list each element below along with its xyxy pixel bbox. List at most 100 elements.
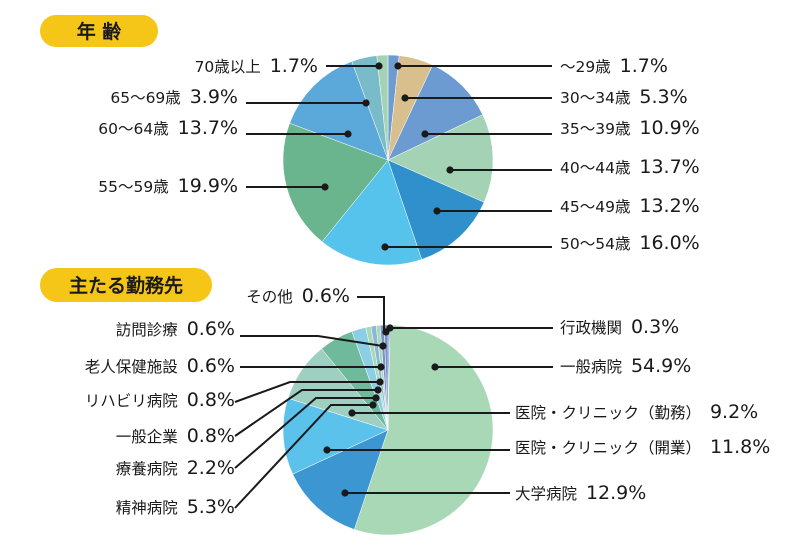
age-label-name-6: 55〜59歳 [98, 178, 173, 196]
work-leader-5 [234, 404, 373, 509]
work-label-5: 精神病院 5.3% [116, 496, 235, 518]
age-label-name-3: 40〜44歳 [560, 159, 635, 177]
work-label-name-5: 精神病院 [116, 498, 183, 517]
work-label-7: 一般企業 0.8% [116, 425, 235, 447]
age-slice-5 [321, 159, 423, 266]
age-chart-title: 年 齢 [77, 20, 123, 43]
work-label-6: 療養病院 2.2% [116, 457, 235, 479]
age-label-9: 70歳以上 1.7% [195, 55, 318, 77]
age-label-0: 〜29歳 1.7% [560, 55, 668, 77]
age-label-8: 65〜69歳 3.9% [110, 86, 238, 108]
age-leader-dot-7 [344, 130, 352, 138]
work-label-name-6: 療養病院 [116, 459, 183, 478]
age-slice-9 [376, 54, 389, 161]
age-label-value-6: 19.9% [178, 175, 238, 197]
work-label-value-6: 2.2% [187, 457, 235, 479]
work-label-1: 一般病院 54.9% [560, 355, 691, 377]
age-leader-dot-3 [446, 166, 454, 174]
work-label-value-9: 0.6% [187, 355, 235, 377]
work-leader-dot-8 [376, 378, 384, 386]
age-leader-dot-6 [321, 183, 329, 191]
work-label-value-7: 0.8% [187, 425, 235, 447]
work-leader-10 [240, 335, 384, 347]
age-slice-3 [387, 114, 494, 203]
work-label-value-0: 0.3% [631, 316, 679, 338]
work-label-name-11: その他 [246, 288, 297, 306]
work-leader-dot-4 [348, 409, 356, 417]
work-slice-1 [353, 324, 494, 536]
age-label-value-2: 10.9% [639, 117, 699, 139]
work-leader-dot-1 [431, 363, 439, 371]
age-leader-dot-1 [401, 94, 409, 102]
work-label-name-4: 医院・クリニック（勤務） [515, 403, 706, 422]
age-leader-dot-8 [362, 99, 370, 107]
workplace-chart-title: 主たる勤務先 [69, 274, 183, 297]
age-leader-dot-9 [375, 62, 383, 70]
age-label-name-8: 65〜69歳 [110, 89, 185, 107]
age-label-name-0: 〜29歳 [560, 58, 616, 76]
age-label-value-0: 1.7% [620, 55, 668, 77]
annotations: 〜29歳 1.7% 30〜34歳 5.3% 35〜39歳 10.9% 40〜44歳 1… [85, 55, 771, 518]
work-label-10: 訪問診療 0.6% [116, 318, 235, 340]
work-label-8: リハビリ病院 0.8% [85, 389, 235, 411]
age-slice-7 [289, 61, 389, 161]
work-label-0: 行政機関 0.3% [560, 316, 679, 338]
work-label-value-3: 11.8% [710, 436, 770, 458]
age-leader-dot-2 [421, 130, 429, 138]
work-leader-dot-2 [341, 489, 349, 497]
work-label-value-5: 5.3% [187, 496, 235, 518]
age-leader-dot-4 [433, 207, 441, 215]
work-label-value-2: 12.9% [586, 482, 646, 504]
work-label-name-3: 医院・クリニック（開業） [515, 438, 706, 457]
work-label-value-1: 54.9% [631, 355, 691, 377]
age-leader-dot-5 [381, 243, 389, 251]
work-label-value-4: 9.2% [710, 401, 758, 423]
work-leader-8 [234, 381, 380, 403]
age-label-name-5: 50〜54歳 [560, 235, 635, 253]
age-pie [282, 54, 494, 266]
age-label-value-1: 5.3% [639, 86, 687, 108]
age-label-name-2: 35〜39歳 [560, 120, 635, 138]
work-label-4: 医院・クリニック（勤務） 9.2% [515, 401, 758, 423]
work-leader-dot-3 [323, 446, 331, 454]
age-label-value-5: 16.0% [639, 232, 699, 254]
age-label-value-4: 13.2% [639, 195, 699, 217]
work-leader-dot-9 [377, 363, 385, 371]
age-label-6: 55〜59歳 19.9% [98, 175, 238, 197]
work-slice-2 [292, 429, 389, 530]
age-label-5: 50〜54歳 16.0% [560, 232, 700, 254]
work-label-name-9: 老人保健施設 [85, 358, 183, 376]
work-leader-7 [234, 389, 378, 437]
workplace-pie [282, 324, 494, 536]
age-label-value-9: 1.7% [270, 55, 318, 77]
work-label-name-2: 大学病院 [515, 484, 582, 503]
age-leader-dot-0 [394, 62, 402, 70]
work-label-name-7: 一般企業 [116, 428, 183, 446]
work-label-name-0: 行政機関 [560, 319, 627, 337]
work-label-value-10: 0.6% [187, 318, 235, 340]
work-leader-11 [357, 296, 385, 332]
age-label-3: 40〜44歳 13.7% [560, 156, 700, 178]
work-label-9: 老人保健施設 0.6% [85, 355, 235, 377]
work-leader-dot-5 [369, 401, 377, 409]
work-label-name-8: リハビリ病院 [85, 391, 183, 410]
work-label-2: 大学病院 12.9% [515, 482, 646, 504]
work-leader-dot-10 [379, 342, 387, 350]
age-label-name-4: 45〜49歳 [560, 198, 635, 216]
age-title-pill [40, 15, 158, 47]
age-label-4: 45〜49歳 13.2% [560, 195, 700, 217]
work-label-value-11: 0.6% [302, 285, 350, 307]
age-label-name-7: 60〜64歳 [98, 120, 173, 138]
work-leader-dot-7 [374, 386, 382, 394]
work-leader-dot-6 [372, 394, 380, 402]
work-label-3: 医院・クリニック（開業） 11.8% [515, 436, 770, 458]
age-label-1: 30〜34歳 5.3% [560, 86, 688, 108]
work-label-value-8: 0.8% [187, 389, 235, 411]
work-label-name-1: 一般病院 [560, 357, 627, 376]
work-label-11: その他 0.6% [246, 285, 350, 307]
age-label-2: 35〜39歳 10.9% [560, 117, 700, 139]
age-label-value-8: 3.9% [190, 86, 238, 108]
age-label-7: 60〜64歳 13.7% [98, 117, 238, 139]
